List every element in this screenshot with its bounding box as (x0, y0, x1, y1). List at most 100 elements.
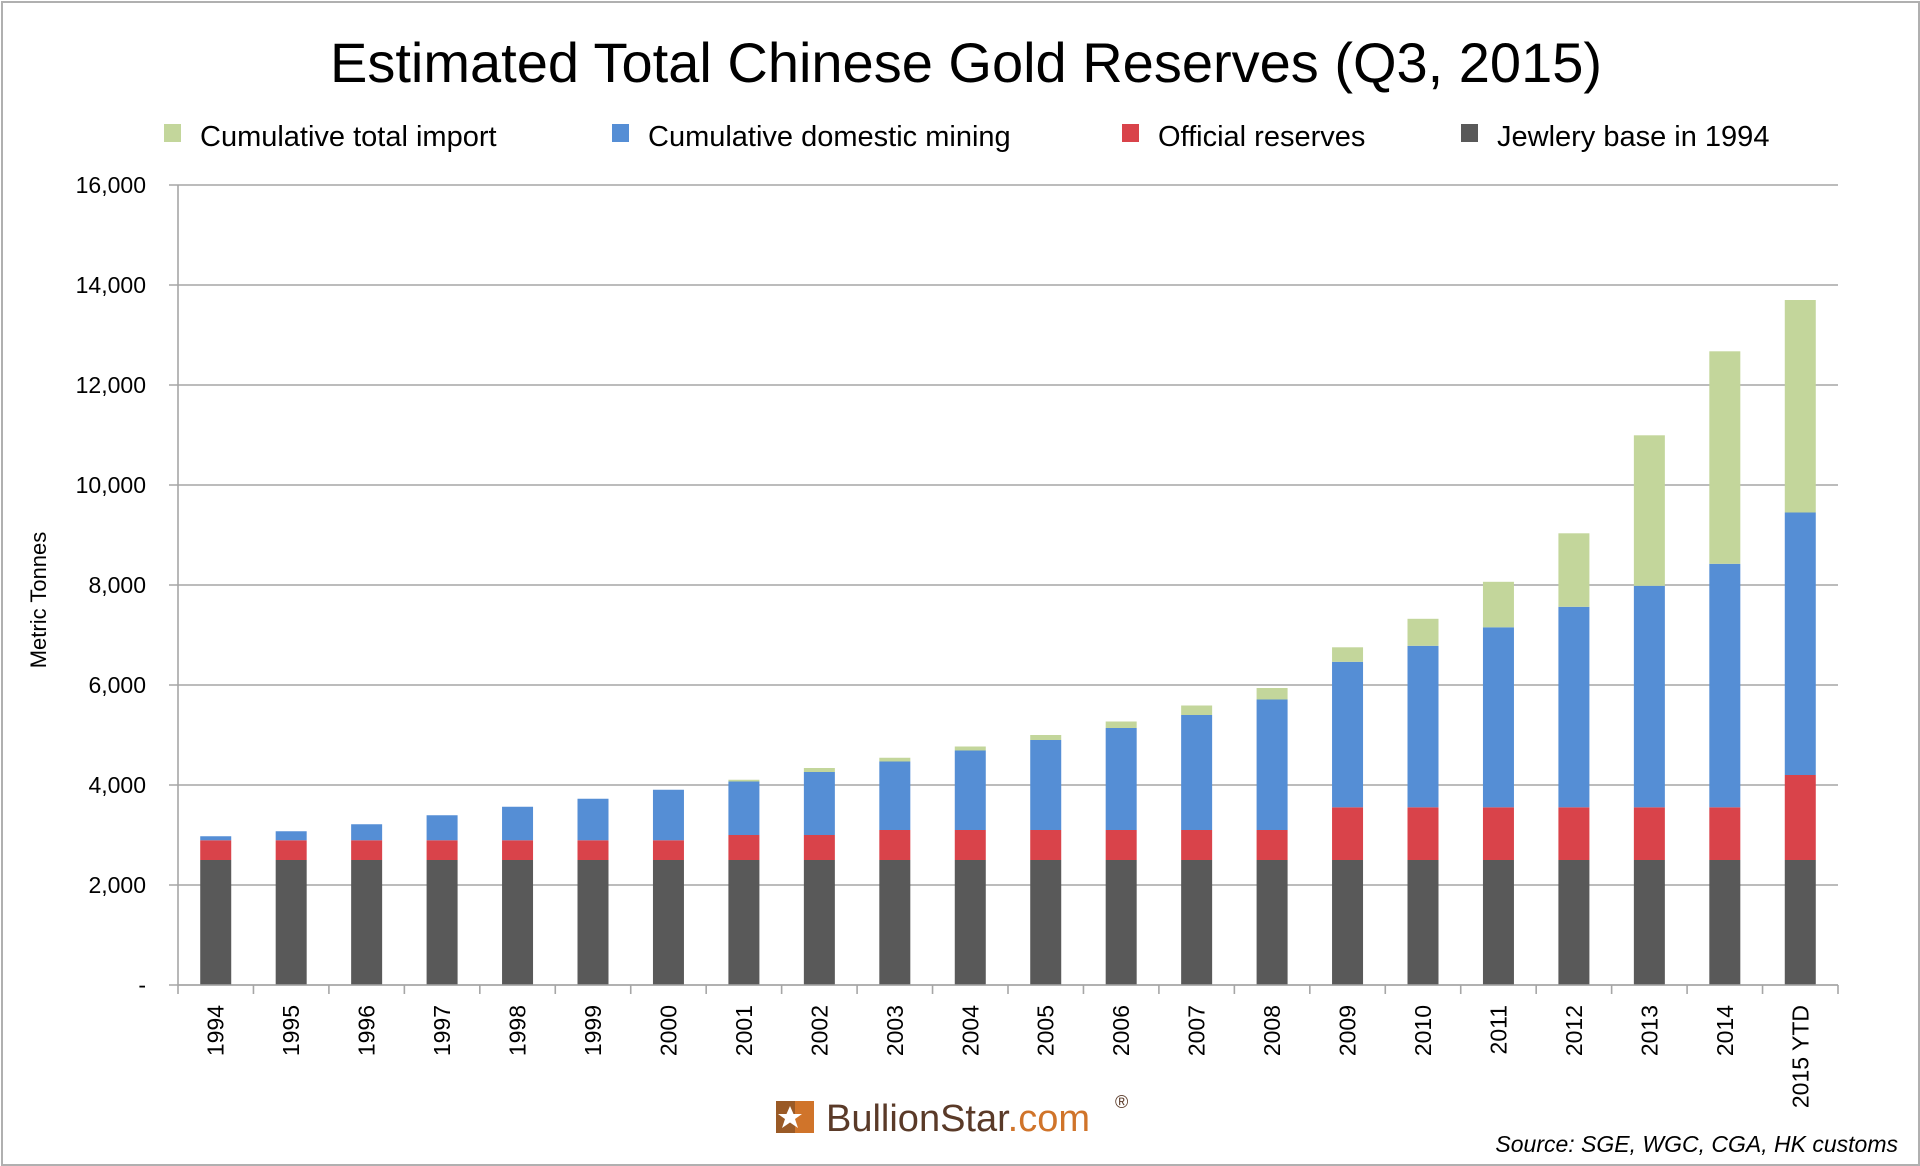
bar-segment-cumulative-total-import (1558, 533, 1590, 607)
bar-segment-cumulative-domestic-mining (1181, 715, 1213, 830)
x-tick-label: 2014 (1712, 1005, 1738, 1056)
y-tick-label: - (138, 972, 146, 998)
bar-segment-jewlery-base-in-1994 (879, 860, 911, 985)
bar-segment-jewlery-base-in-1994 (1181, 860, 1213, 985)
bar-segment-official-reserves (728, 835, 760, 860)
bar-stack-1999 (577, 798, 609, 985)
bar-segment-cumulative-total-import (1181, 705, 1213, 715)
bar-stack-1995 (275, 831, 307, 985)
bars (200, 300, 1816, 985)
x-tick-label: 1998 (505, 1005, 531, 1056)
bar-segment-cumulative-total-import (1030, 735, 1062, 740)
bar-segment-jewlery-base-in-1994 (728, 860, 760, 985)
y-tick-label: 2,000 (88, 872, 146, 898)
svg-text:BullionStar.com: BullionStar.com (826, 1098, 1090, 1140)
y-tick-label: 12,000 (76, 372, 146, 398)
bar-segment-jewlery-base-in-1994 (954, 860, 986, 985)
x-tick-label: 1997 (429, 1005, 455, 1056)
bar-segment-cumulative-domestic-mining (1482, 627, 1514, 808)
x-tick-label: 2012 (1561, 1005, 1587, 1056)
bar-segment-cumulative-domestic-mining (275, 831, 307, 841)
bar-segment-jewlery-base-in-1994 (803, 860, 835, 985)
star-b-logo-icon (776, 1101, 814, 1133)
bar-segment-cumulative-domestic-mining (200, 836, 232, 841)
bar-segment-jewlery-base-in-1994 (1030, 860, 1062, 985)
bar-segment-cumulative-domestic-mining (577, 798, 609, 841)
bar-segment-jewlery-base-in-1994 (426, 860, 458, 985)
bar-segment-official-reserves (426, 840, 458, 860)
bar-segment-official-reserves (879, 830, 911, 860)
y-tick-labels: - 2,000 4,000 6,000 8,000 10,000 12,000 14,000 1… (76, 172, 146, 998)
legend-item: Jewlery base in 1994 (1461, 121, 1769, 153)
bar-segment-cumulative-domestic-mining (652, 789, 684, 841)
bar-stack-2007 (1181, 705, 1213, 985)
x-tick-label: 1999 (580, 1005, 606, 1056)
legend-item: Cumulative total import (164, 121, 497, 153)
bar-stack-2015-ytd (1784, 300, 1816, 985)
bar-stack-2006 (1105, 721, 1137, 985)
bar-stack-1998 (502, 806, 534, 985)
bar-stack-1994 (200, 836, 232, 985)
bar-segment-cumulative-total-import (1256, 688, 1288, 700)
bullionstar-logo: BullionStar.com ® (776, 1092, 1128, 1140)
x-tick-label: 2001 (731, 1005, 757, 1056)
bar-segment-cumulative-domestic-mining (502, 806, 534, 841)
legend-swatch (612, 124, 629, 142)
bar-segment-official-reserves (1256, 830, 1288, 860)
legend-item: Official reserves (1122, 121, 1365, 153)
bar-stack-2011 (1482, 581, 1514, 985)
bar-segment-cumulative-total-import (1633, 435, 1665, 586)
x-tick-label: 1996 (354, 1005, 380, 1056)
bar-segment-jewlery-base-in-1994 (351, 860, 383, 985)
x-tick-label: 2004 (957, 1005, 983, 1056)
bar-segment-official-reserves (1482, 807, 1514, 860)
y-tick-label: 10,000 (76, 472, 146, 498)
x-tick-label: 1995 (278, 1005, 304, 1056)
legend-label: Cumulative domestic mining (648, 121, 1011, 153)
bar-segment-cumulative-domestic-mining (728, 781, 760, 835)
bar-segment-cumulative-total-import (1105, 721, 1137, 728)
bar-stack-2014 (1709, 351, 1741, 985)
x-tick-labels: 1994 1995 1996 1997 1998 1999 2000 2001 2002 2003… (203, 1005, 1814, 1108)
y-tick-label: 8,000 (88, 572, 146, 598)
y-tick-label: 14,000 (76, 272, 146, 298)
legend-label: Official reserves (1158, 121, 1365, 153)
bar-segment-official-reserves (1407, 807, 1439, 860)
bar-segment-cumulative-domestic-mining (1030, 740, 1062, 830)
bar-segment-cumulative-total-import (879, 757, 911, 762)
legend-swatch (1461, 124, 1478, 142)
x-tick-label: 2008 (1259, 1005, 1285, 1056)
bar-segment-cumulative-domestic-mining (803, 772, 835, 835)
bar-stack-2009 (1332, 647, 1364, 985)
registered-mark: ® (1115, 1092, 1128, 1112)
x-tick-label: 2010 (1410, 1005, 1436, 1056)
chart-title: Estimated Total Chinese Gold Reserves (Q… (330, 31, 1602, 94)
bar-segment-official-reserves (351, 840, 383, 860)
bar-stack-2002 (803, 768, 835, 985)
bar-stack-2008 (1256, 688, 1288, 985)
y-tick-label: 6,000 (88, 672, 146, 698)
bar-segment-cumulative-domestic-mining (1633, 585, 1665, 808)
bar-segment-official-reserves (954, 830, 986, 860)
x-tick-label: 2000 (655, 1005, 681, 1056)
bar-stack-1997 (426, 815, 458, 985)
bar-segment-jewlery-base-in-1994 (652, 860, 684, 985)
bar-segment-jewlery-base-in-1994 (1784, 860, 1816, 985)
y-axis-title: Metric Tonnes (26, 532, 51, 669)
legend-swatch (1122, 124, 1139, 142)
x-tick-label: 2002 (806, 1005, 832, 1056)
brand-domain: .com (1008, 1098, 1090, 1140)
legend: Cumulative total import Cumulative domest… (164, 121, 1769, 153)
bar-stack-2010 (1407, 618, 1439, 985)
bar-segment-official-reserves (200, 840, 232, 860)
bar-segment-jewlery-base-in-1994 (1407, 860, 1439, 985)
bar-stack-2001 (728, 779, 760, 985)
axes (177, 185, 1839, 994)
bar-segment-official-reserves (1105, 830, 1137, 860)
bar-segment-jewlery-base-in-1994 (502, 860, 534, 985)
bar-stack-1996 (351, 824, 383, 985)
x-tick-label: 2003 (882, 1005, 908, 1056)
x-tick-label: 2006 (1108, 1005, 1134, 1056)
bar-segment-jewlery-base-in-1994 (1482, 860, 1514, 985)
bar-segment-official-reserves (1558, 807, 1590, 860)
